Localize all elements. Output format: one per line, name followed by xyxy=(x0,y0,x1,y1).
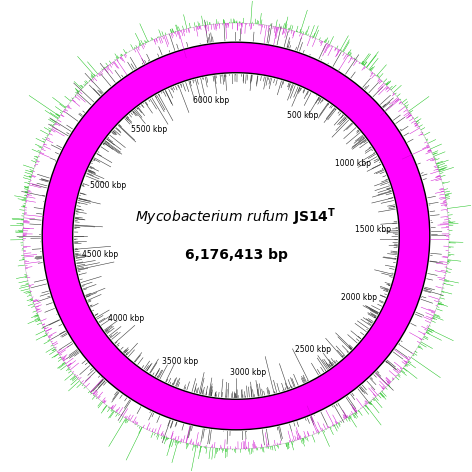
Text: 6000 kbp: 6000 kbp xyxy=(194,96,229,105)
Text: 5500 kbp: 5500 kbp xyxy=(131,125,167,135)
Text: 1500 kbp: 1500 kbp xyxy=(355,225,391,234)
Text: 3000 kbp: 3000 kbp xyxy=(230,369,266,378)
Text: 4500 kbp: 4500 kbp xyxy=(82,250,118,259)
Text: 1000 kbp: 1000 kbp xyxy=(335,159,371,168)
Text: 4000 kbp: 4000 kbp xyxy=(108,314,144,323)
Text: 500 kbp: 500 kbp xyxy=(287,111,319,120)
Wedge shape xyxy=(42,42,430,430)
Text: 6,176,413 bp: 6,176,413 bp xyxy=(185,248,287,262)
Text: 5000 kbp: 5000 kbp xyxy=(90,181,126,190)
Text: 2000 kbp: 2000 kbp xyxy=(341,293,377,302)
Text: $\mathit{Mycobacterium\ rufum}$ $\mathbf{JS14^T}$: $\mathit{Mycobacterium\ rufum}$ $\mathbf… xyxy=(135,206,337,228)
Text: 3500 kbp: 3500 kbp xyxy=(162,357,198,366)
Text: 2500 kbp: 2500 kbp xyxy=(295,345,331,354)
